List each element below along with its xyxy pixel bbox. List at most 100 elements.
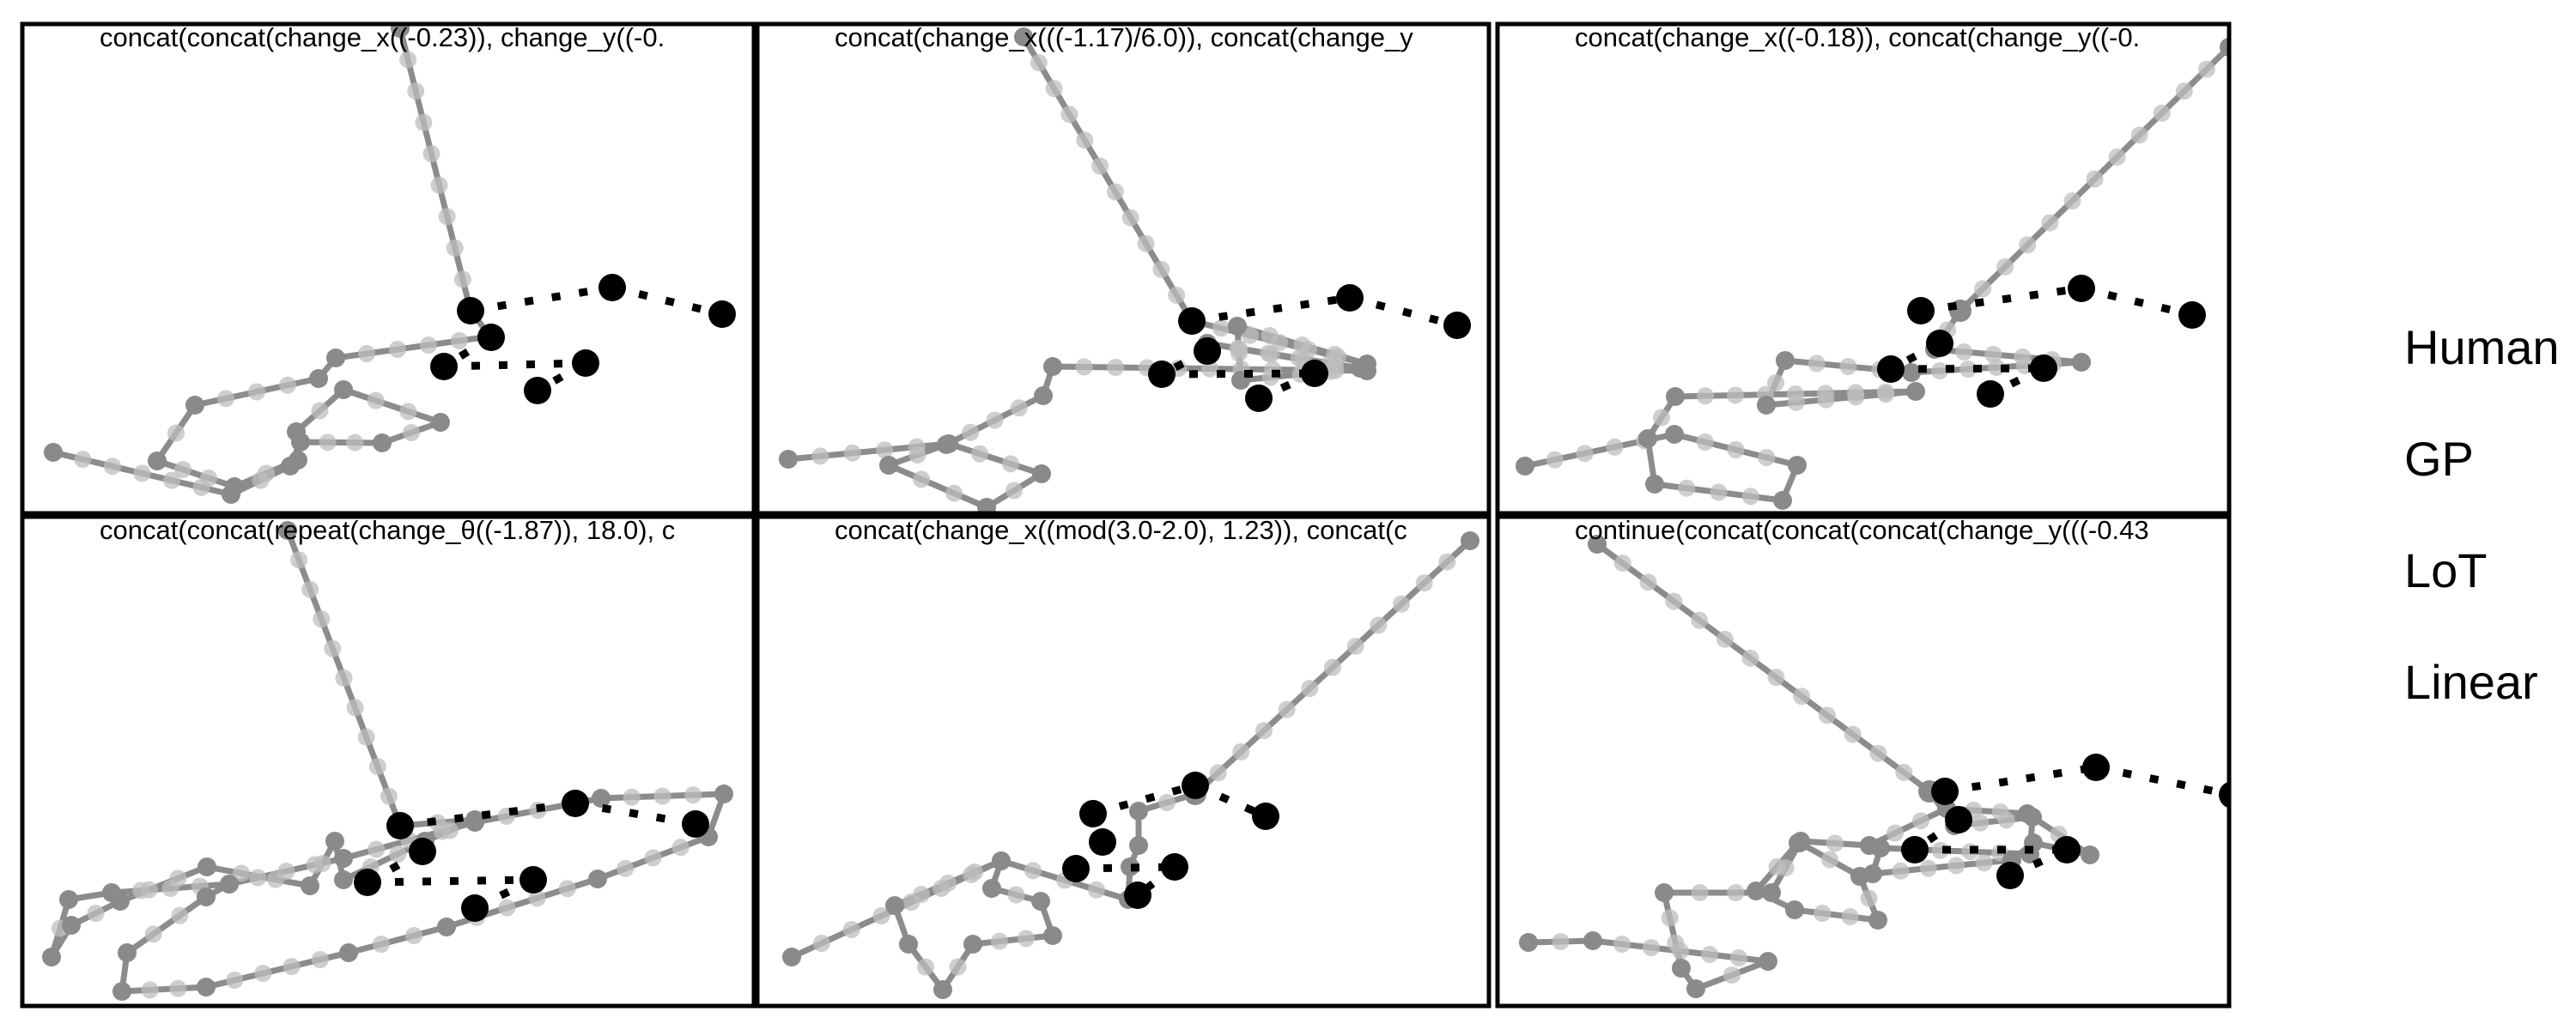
program-sample-point (1030, 54, 1048, 72)
observed-point (708, 300, 736, 328)
program-sample-point (1701, 946, 1718, 963)
program-sample-point (1847, 384, 1864, 402)
program-sample-point (1886, 824, 1904, 842)
observed-dotted-link (535, 360, 588, 394)
panel-frame (755, 514, 1492, 1009)
observed-point (1062, 855, 1090, 882)
panel-content: continue(concat(concat(concat(change_y((… (1519, 515, 2229, 998)
observed-point (1194, 337, 1221, 365)
program-sample-point (986, 411, 1004, 429)
program-sample-point (433, 822, 451, 840)
panel-frame (1495, 21, 2232, 516)
program-sample-point (1777, 859, 1795, 876)
program-vertex (334, 870, 353, 889)
observed-dotted-link (1944, 763, 2097, 796)
program-sample-point (279, 376, 296, 394)
program-vertex (437, 918, 456, 936)
program-sample-point (1262, 345, 1280, 363)
program-sample-point (1727, 884, 1745, 901)
observed-point (2219, 781, 2229, 809)
program-sample-point (1076, 131, 1094, 149)
program-vertex (222, 485, 240, 504)
program-sample-point (306, 856, 324, 874)
program-sample-point (163, 471, 180, 489)
program-sample-point (252, 471, 270, 489)
program-vertex (1034, 386, 1053, 405)
program-sample-point (2153, 104, 2171, 122)
program-vertex (1129, 836, 1148, 855)
program-sample-point (1814, 905, 1832, 922)
program-vertex (1762, 883, 1781, 902)
program-sample-point (192, 478, 210, 496)
panel-frame (1495, 514, 2232, 1009)
observed-dotted-link (443, 359, 586, 371)
program-sample-point (653, 787, 671, 805)
panel-title: concat(concat(repeat(change_θ((-1.87)), … (100, 515, 675, 545)
observed-dotted-link (367, 876, 534, 887)
program-vertex (899, 935, 918, 954)
program-vertex (1358, 361, 1376, 380)
program-sample-point (1242, 326, 1259, 344)
program-vertex (197, 978, 216, 997)
program-vertex (59, 890, 78, 909)
program-vertex (291, 433, 310, 451)
observed-point (386, 812, 414, 839)
program-sample-point (346, 433, 364, 451)
program-sample-point (1137, 234, 1155, 252)
program-vertex (1665, 425, 1684, 444)
program-vertex (1461, 531, 1479, 550)
program-vertex (1519, 933, 1538, 952)
program-sample-point (1841, 908, 1859, 925)
program-sample-point (290, 551, 308, 569)
program-sample-point (1912, 812, 1929, 830)
program-sample-point (617, 859, 635, 877)
program-sample-point (684, 786, 702, 804)
program-sample-point (380, 787, 398, 805)
program-sample-point (2108, 148, 2126, 166)
program-vertex (933, 980, 952, 999)
program-sample-point (1895, 763, 1913, 781)
program-sample-point (319, 433, 337, 451)
program-sample-point (171, 906, 189, 924)
program-sample-point (963, 866, 981, 883)
panel-content: concat(concat(repeat(change_θ((-1.87)), … (42, 515, 733, 1001)
program-vertex (1655, 883, 1674, 902)
observed-dotted-link (2080, 284, 2194, 319)
program-sample-point (161, 880, 179, 897)
observed-dotted-link (1348, 294, 1459, 330)
program-sample-point (1730, 949, 1747, 966)
program-vertex (1043, 926, 1062, 945)
observed-dotted-link (1091, 781, 1197, 818)
program-sample-point (1844, 725, 1862, 743)
program-sample-point (389, 845, 407, 863)
program-sample-point (174, 461, 191, 478)
program-sample-point (644, 849, 662, 867)
program-sample-point (1415, 574, 1433, 592)
program-sample-point (1606, 438, 1624, 456)
panel-grid: concat(concat(change_x((-0.23)), change_… (20, 21, 2232, 1009)
panel-1: concat(concat(change_x((-0.23)), change_… (20, 21, 756, 516)
program-sample-point (1817, 385, 1834, 403)
observed-point (1977, 380, 2004, 408)
panel-title: continue(concat(concat(concat(change_y((… (1575, 515, 2149, 545)
panel-title: concat(change_x((-0.18)), concat(change_… (1575, 22, 2140, 52)
observed-point (519, 866, 547, 894)
program-sample-point (133, 464, 151, 482)
program-sample-point (1643, 939, 1660, 956)
program-vertex (588, 869, 607, 888)
program-sample-point (1212, 319, 1230, 337)
program-sample-point (2175, 82, 2193, 100)
program-vertex (2072, 353, 2091, 372)
program-sample-point (843, 444, 861, 462)
observed-point (1161, 853, 1188, 881)
program-sample-point (1691, 611, 1709, 629)
program-vertex (982, 879, 1001, 898)
observed-point (1996, 862, 2024, 889)
panel-frame (20, 21, 756, 516)
program-vertex (1672, 959, 1691, 978)
program-sample-point (335, 670, 353, 687)
program-sample-point (438, 208, 456, 226)
observed-point (1926, 330, 1953, 357)
program-sample-point (1947, 857, 1965, 875)
program-sample-point (1106, 183, 1124, 201)
